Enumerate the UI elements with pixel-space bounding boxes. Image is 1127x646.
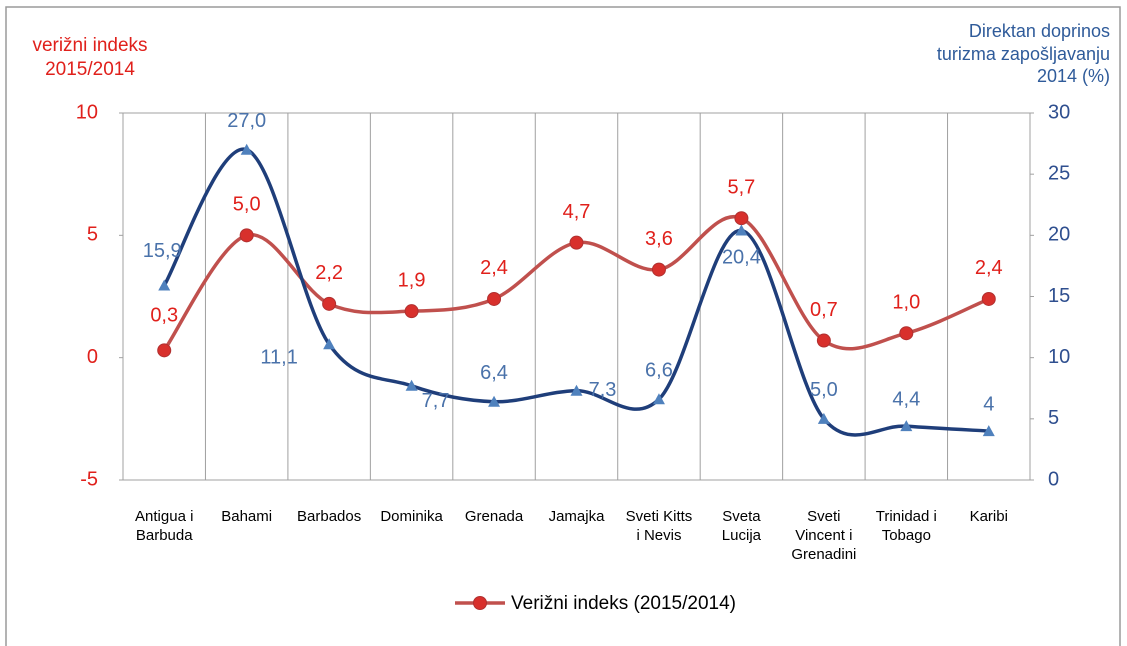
data-label: 6,4 [480, 362, 508, 384]
marker [735, 224, 748, 236]
data-label: 11,1 [260, 346, 297, 368]
x-tick-label: Trinidad i Tobago [875, 508, 937, 544]
data-label: 3,6 [645, 228, 673, 250]
y-tick-label: 10 [76, 101, 98, 123]
marker [816, 333, 831, 348]
marker [239, 228, 254, 243]
data-label: 5,7 [728, 176, 756, 198]
marker [240, 143, 253, 155]
data-label: 7,3 [589, 379, 617, 401]
y2-tick-label: 20 [1048, 224, 1070, 246]
marker [157, 343, 172, 358]
y2-tick-label: 5 [1048, 407, 1059, 429]
marker [899, 326, 914, 341]
x-tick-label: Antigua i Barbuda [135, 508, 194, 544]
y-tick-label: 5 [87, 224, 98, 246]
legend-marker [473, 596, 487, 610]
x-tick-label: Karibi [969, 508, 1008, 525]
x-tick-label: Jamajka [548, 508, 605, 525]
marker [652, 393, 665, 405]
legend-label: Verižni indeks (2015/2014) [511, 593, 736, 614]
data-label: 7,7 [422, 390, 450, 412]
y2-tick-label: 15 [1048, 285, 1070, 307]
frame [5, 6, 1121, 646]
x-tick-label: Sveta Lucija [721, 508, 761, 544]
marker [817, 412, 830, 424]
data-label: 2,4 [480, 257, 508, 279]
marker [322, 296, 337, 311]
marker [488, 395, 501, 407]
y-tick-label: 0 [87, 346, 98, 368]
data-label: 2,4 [975, 257, 1003, 279]
data-label: 27,0 [227, 110, 266, 132]
x-tick-label: Barbados [297, 508, 362, 525]
data-label: 1,0 [892, 291, 920, 313]
data-label: 4,4 [892, 388, 920, 410]
data-label: 0,7 [810, 299, 838, 321]
data-label: 15,9 [143, 240, 182, 262]
y2-axis-title: Direktan doprinos turizma zapošljavanju … [936, 21, 1110, 86]
marker [405, 379, 418, 391]
data-label: 4 [983, 393, 994, 415]
marker [900, 420, 913, 432]
y2-tick-label: 25 [1048, 162, 1070, 184]
y-tick-label: -5 [80, 468, 98, 490]
y2-tick-label: 0 [1048, 468, 1059, 490]
marker [323, 338, 336, 350]
marker [158, 279, 171, 291]
y2-tick-label: 10 [1048, 346, 1070, 368]
marker [569, 235, 584, 250]
marker [404, 304, 419, 319]
data-label: 5,0 [233, 194, 261, 216]
data-label: 2,2 [315, 262, 343, 284]
x-tick-label: Sveti Vincent i Grenadini [791, 508, 857, 563]
data-label: 5,0 [810, 379, 838, 401]
x-tick-label: Sveti Kitts i Nevis [625, 508, 693, 544]
y2-tick-label: 30 [1048, 101, 1070, 123]
marker [981, 291, 996, 306]
marker [570, 384, 583, 396]
data-label: 4,7 [563, 201, 591, 223]
data-label: 0,3 [150, 305, 178, 327]
marker [734, 211, 749, 226]
data-label: 6,6 [645, 360, 673, 382]
x-tick-label: Dominika [380, 508, 443, 525]
y-axis-title: verižni indeks 2015/2014 [32, 35, 148, 80]
x-tick-label: Bahami [221, 508, 273, 525]
x-tick-label: Grenada [464, 508, 524, 525]
data-label: 1,9 [398, 269, 426, 291]
marker [982, 425, 995, 437]
marker [487, 291, 502, 306]
marker [651, 262, 666, 277]
data-label: 20,4 [722, 247, 761, 269]
